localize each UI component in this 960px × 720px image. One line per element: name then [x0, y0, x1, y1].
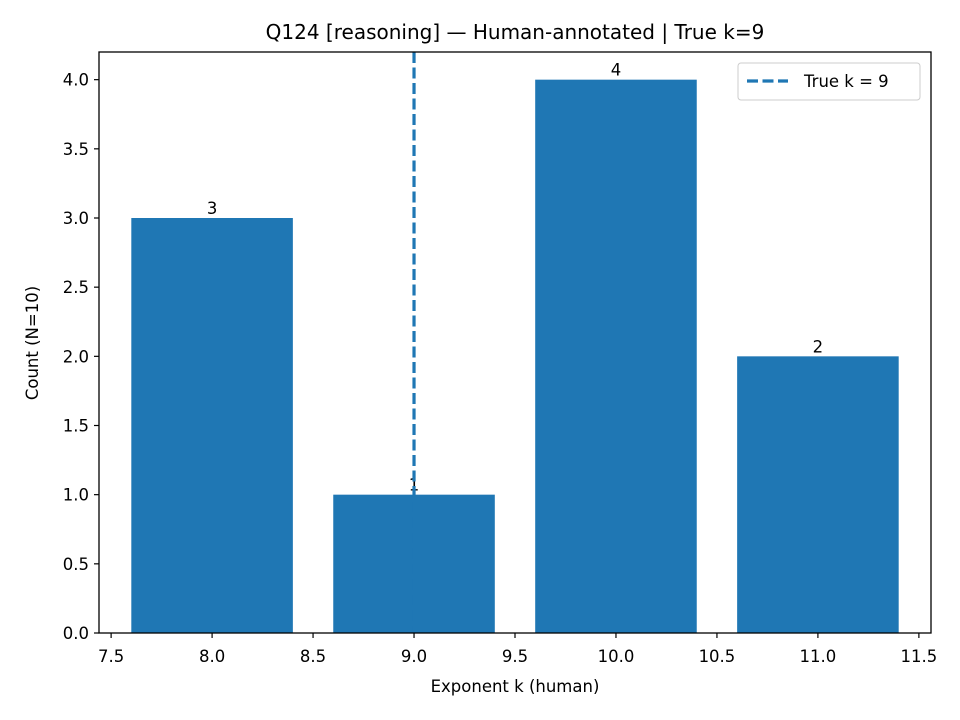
bar-labels-group: 3 1 4 2 [207, 61, 823, 495]
x-tick-label: 11.5 [901, 647, 938, 666]
y-tick-label: 0.5 [63, 555, 89, 574]
y-tick-label: 1.0 [63, 486, 89, 505]
chart-title: Q124 [reasoning] — Human-annotated | Tru… [266, 20, 765, 44]
x-tick-label: 10.5 [699, 647, 736, 666]
y-tick-label: 2.0 [63, 347, 89, 366]
x-tick-label: 10.0 [598, 647, 635, 666]
x-tick-label: 9.5 [502, 647, 528, 666]
legend-box [737, 62, 921, 101]
bar-value-label-k-10: 4 [611, 61, 622, 80]
y-tick-label: 4.0 [63, 71, 89, 90]
bar-k-11 [737, 356, 899, 633]
y-axis-label: Count (N=10) [23, 286, 42, 400]
y-tick-label: 3.5 [63, 140, 89, 159]
y-tick-label: 3.0 [63, 209, 89, 228]
bar-value-label-k-8: 3 [207, 199, 218, 218]
bar-value-label-k-9: 1 [409, 476, 420, 495]
bars-group [131, 79, 899, 633]
x-tick-label: 7.5 [98, 647, 124, 666]
bar-k-8 [131, 218, 293, 633]
x-tick-label: 8.0 [199, 647, 225, 666]
y-tick-label: 1.5 [63, 417, 89, 436]
x-tick-label: 9.0 [401, 647, 427, 666]
bar-value-label-k-11: 2 [813, 337, 824, 356]
x-tick-label: 11.0 [800, 647, 837, 666]
y-tick-label: 2.5 [63, 278, 89, 297]
bar-k-10 [535, 79, 697, 633]
x-axis-ticks: 7.5 8.0 8.5 9.0 9.5 10.0 10.5 11.0 11.5 [98, 633, 937, 666]
x-tick-label: 8.5 [300, 647, 326, 666]
y-tick-label: 0.0 [63, 624, 89, 643]
legend: True k = 9 [737, 62, 921, 101]
x-axis-label: Exponent k (human) [431, 677, 600, 696]
legend-entry-label: True k = 9 [803, 72, 889, 91]
y-axis-ticks: 0.0 0.5 1.0 1.5 2.0 2.5 3.0 3.5 4.0 [63, 71, 99, 643]
